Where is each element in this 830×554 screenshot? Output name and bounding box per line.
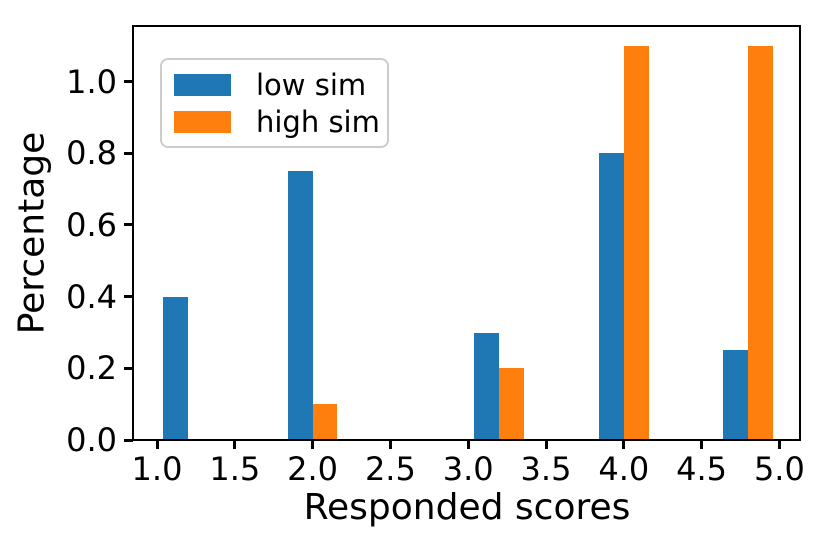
low-sim-bar (598, 153, 624, 440)
legend-label: high sim (256, 104, 380, 139)
high-sim-swatch (174, 110, 231, 133)
x-tick-label: 4.0 (598, 450, 650, 488)
y-tick-mark (124, 151, 133, 155)
y-tick-label: 0.8 (66, 134, 117, 173)
x-tick-mark (155, 440, 159, 449)
y-tick-label: 0.6 (66, 205, 117, 244)
low-sim-bar (163, 296, 189, 440)
legend-label: low sim (256, 67, 367, 102)
x-tick-label: 4.5 (676, 450, 728, 488)
x-tick-label: 5.0 (753, 450, 805, 488)
y-tick-mark (124, 295, 133, 299)
y-tick-mark (124, 366, 133, 370)
x-tick-mark (544, 440, 548, 449)
y-tick-label: 1.0 (66, 62, 117, 101)
y-tick-label: 0.4 (66, 277, 117, 316)
x-tick-label: 2.5 (364, 450, 416, 488)
x-tick-mark (622, 440, 626, 449)
x-tick-label: 1.0 (131, 450, 183, 488)
y-tick-mark (124, 80, 133, 84)
x-tick-mark (466, 440, 470, 449)
y-tick-label: 0.0 (66, 421, 117, 459)
low-sim-bar (723, 350, 749, 440)
legend-item: low sim (174, 66, 375, 103)
x-tick-label: 2.0 (287, 450, 339, 488)
x-tick-label: 3.5 (520, 450, 572, 488)
y-tick-mark (124, 223, 133, 227)
x-tick-label: 3.0 (442, 450, 494, 488)
low-sim-bar (287, 171, 313, 440)
high-sim-bar (623, 45, 649, 440)
high-sim-bar (748, 45, 774, 440)
legend-item: high sim (174, 103, 380, 140)
y-tick-mark (124, 438, 133, 442)
x-tick-mark (233, 440, 237, 449)
x-axis-label: Responded scores (303, 487, 631, 528)
legend: low sim high sim (160, 58, 389, 148)
x-tick-mark (388, 440, 392, 449)
x-tick-mark (311, 440, 315, 449)
high-sim-bar (499, 368, 525, 440)
x-tick-mark (700, 440, 704, 449)
low-sim-swatch (174, 73, 231, 96)
x-tick-label: 1.5 (209, 450, 261, 488)
x-tick-mark (777, 440, 781, 449)
y-tick-label: 0.2 (66, 349, 117, 388)
high-sim-bar (312, 404, 338, 440)
low-sim-bar (474, 332, 500, 440)
